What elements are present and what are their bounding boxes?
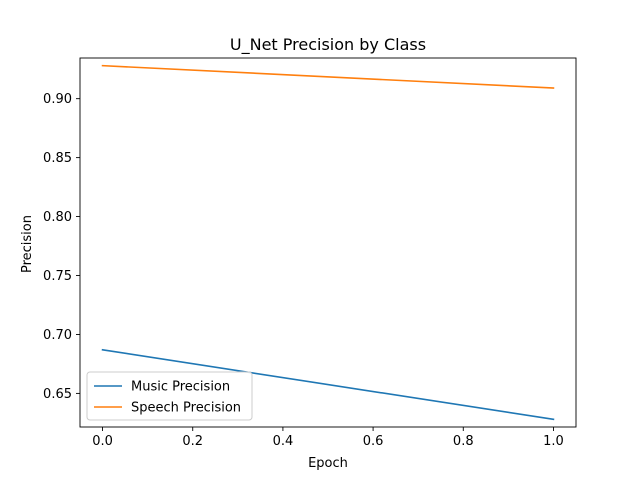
series-line-1 [101, 348, 555, 421]
y-tick-label: 0.70 [43, 328, 72, 343]
y-tick-label: 0.75 [43, 269, 72, 284]
y-tick-label: 0.65 [43, 387, 72, 402]
legend-label-2: Speech Precision [131, 401, 241, 416]
x-tick-label: 0.0 [92, 434, 113, 449]
plot-frame [79, 57, 577, 428]
x-tick-label: 0.8 [453, 434, 474, 449]
y-axis-label: Precision [20, 215, 35, 273]
x-tick-label: 0.4 [273, 434, 294, 449]
legend: Music Precision Speech Precision [86, 371, 253, 421]
x-tick-label: 0.2 [182, 434, 203, 449]
x-tick-label: 1.0 [543, 434, 564, 449]
y-tick-label: 0.80 [43, 210, 72, 225]
y-tick-label: 0.90 [43, 92, 72, 107]
chart-title: U_Net Precision by Class [230, 35, 426, 55]
x-tick-label: 0.6 [363, 434, 384, 449]
plot-area: 0.0 0.2 0.4 0.6 0.8 1.0 0.65 0.70 0.75 0.80 0.85 0.… [43, 57, 577, 449]
legend-box [86, 371, 253, 421]
y-tick-label: 0.85 [43, 151, 72, 166]
series-line-2 [101, 64, 555, 89]
legend-label-1: Music Precision [131, 380, 230, 395]
x-axis-label: Epoch [308, 456, 348, 471]
